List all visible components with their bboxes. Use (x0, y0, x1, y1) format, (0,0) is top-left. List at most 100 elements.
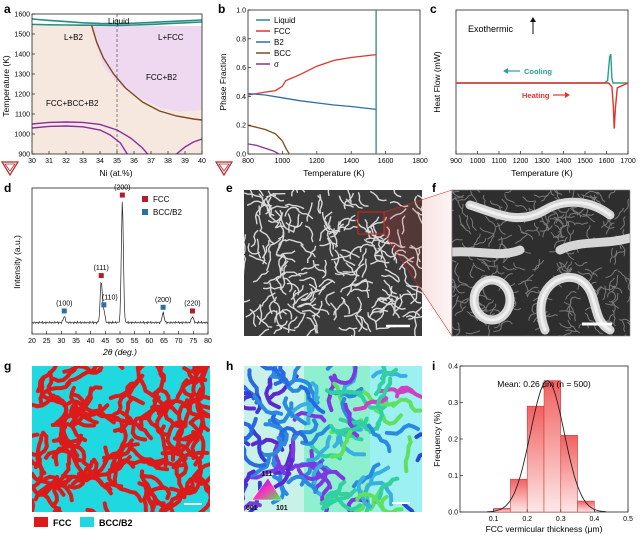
microstructure-feature (331, 253, 351, 261)
microstructure-feature (477, 190, 481, 193)
microstructure-feature (247, 243, 260, 255)
grain-feature (244, 501, 262, 512)
grain-feature (395, 385, 422, 400)
panel-g: g FCC BCC/B2 (4, 359, 210, 528)
microstructure-feature (334, 272, 355, 276)
microstructure-feature (261, 240, 270, 259)
axis-c-x-tick-label: 1300 (534, 158, 550, 165)
microstructure-feature (452, 295, 460, 310)
label-l-b2: L+B2 (64, 33, 83, 42)
microstructure-feature (146, 485, 167, 506)
microstructure-feature (623, 198, 629, 213)
microstructure-feature (306, 245, 317, 264)
microstructure-feature (466, 310, 479, 322)
microstructure-feature (384, 268, 401, 282)
grain-feature (414, 432, 422, 439)
grain-feature (272, 458, 294, 490)
microstructure-feature (276, 250, 296, 257)
peak-label: (220) (184, 300, 200, 307)
x-axis-label-c: Temperature (K) (511, 168, 573, 178)
microstructure-feature (526, 290, 539, 298)
microstructure-feature (346, 278, 357, 297)
axis-a-y-tick-label: 1500 (14, 32, 30, 39)
microstructure-feature (391, 244, 398, 264)
microstructure-feature (110, 386, 135, 421)
peak-label: (100) (56, 300, 72, 307)
series-line-bcc (247, 124, 290, 155)
grain-feature (325, 366, 334, 371)
microstructure-feature (466, 215, 471, 230)
axis-i-y-tick-label: 0.4 (448, 364, 458, 371)
axis-a-y-tick-label: 1600 (14, 12, 30, 19)
microstructure-feature (539, 215, 549, 229)
microstructure-feature (190, 462, 210, 493)
microstructure-feature (317, 195, 323, 214)
microstructure-feature (250, 229, 259, 248)
microstructure-feature (365, 233, 386, 240)
microstructure-feature (267, 238, 282, 253)
microstructure-feature (601, 285, 615, 291)
xrd-trace (31, 201, 209, 325)
microstructure-feature (150, 404, 182, 427)
grain-feature (373, 476, 400, 504)
microstructure-feature (263, 275, 282, 284)
microstructure-feature (377, 247, 395, 258)
microstructure-feature (609, 247, 614, 263)
microstructure-feature (142, 483, 149, 512)
microstructure-feature (405, 314, 422, 319)
microstructure-feature (98, 403, 125, 434)
microstructure-feature (603, 221, 615, 229)
microstructure-feature (35, 433, 47, 476)
phase-boundary-curve (32, 121, 149, 154)
microstructure-feature (244, 192, 264, 199)
microstructure-feature (557, 224, 570, 233)
microstructure-feature (258, 328, 270, 336)
grain-feature (244, 444, 267, 469)
axis-d-x-tick-label: 60 (145, 338, 153, 345)
axis-b-x-tick-label: 1600 (378, 158, 394, 165)
microstructure-feature (402, 310, 421, 318)
microstructure-feature (155, 397, 165, 436)
axis-a-x-tick-label: 36 (130, 158, 138, 165)
microstructure-feature (465, 335, 468, 336)
microstructure-feature (560, 215, 575, 219)
microstructure-feature (311, 300, 323, 317)
microstructure-feature (308, 283, 327, 292)
microstructure-feature (500, 320, 513, 327)
microstructure-feature (613, 250, 618, 265)
grain-feature (244, 404, 256, 411)
axis-a-x-tick-label: 32 (62, 158, 70, 165)
grain-feature (320, 480, 347, 511)
legend-label-bcc: BCC/B2 (153, 208, 182, 217)
x-axis-label-a: Ni (at.%) (99, 168, 132, 178)
microstructure-feature (261, 309, 278, 322)
phase-boundary-curve (176, 138, 202, 154)
microstructure-feature (254, 205, 261, 225)
microstructure-feature (318, 280, 333, 295)
microstructure-feature (566, 261, 573, 275)
microstructure-feature (350, 288, 370, 293)
axis-i-y-tick-label: 0.3 (448, 400, 458, 407)
microstructure-feature (582, 213, 596, 223)
axis-a-y-tick-label: 1300 (14, 72, 30, 79)
axis-a-x-tick-label: 40 (198, 158, 206, 165)
histogram-bar (526, 405, 545, 513)
microstructure-feature (102, 501, 110, 512)
microstructure-feature (258, 204, 273, 216)
microstructure-feature (501, 198, 508, 212)
panel-i: i 0.1 0.2 0.3 0.4 0.5 0.0 0.1 0.2 0.3 0.4 Mean: 0… (432, 359, 633, 534)
microstructure-feature (265, 192, 286, 198)
microstructure-feature (555, 190, 561, 202)
microstructure-feature (608, 190, 617, 199)
ipf-label-111: 111 (262, 471, 273, 478)
microstructure-feature (244, 299, 251, 303)
microstructure-feature (258, 305, 263, 325)
panel-letter-b: b (218, 2, 225, 16)
microstructure-feature (301, 309, 321, 318)
microstructure-feature (137, 366, 166, 383)
x-axis-label-d: 2θ (deg.) (102, 347, 137, 357)
microstructure-feature (300, 287, 314, 302)
x-axis-label-i: FCC vermicular thickness (μm) (486, 524, 603, 534)
axis-i-x-tick-label: 0.1 (489, 516, 499, 523)
axis-d-x-tick-label: 65 (160, 338, 168, 345)
